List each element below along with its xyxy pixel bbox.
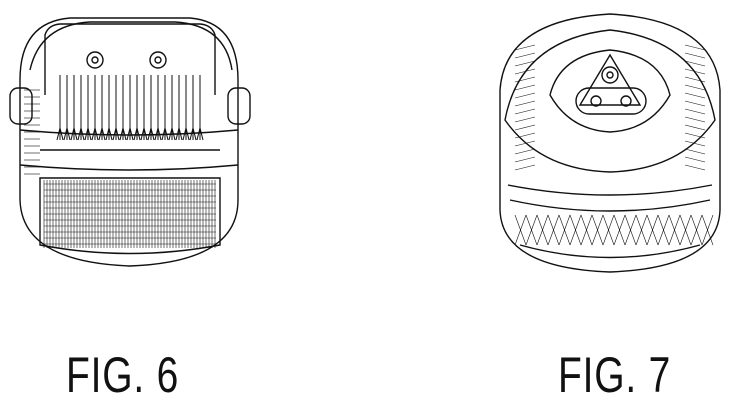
fig7-screw xyxy=(602,67,618,83)
fig6-clip-left xyxy=(10,88,32,124)
fig7-dome-hatch xyxy=(515,53,535,58)
fig7-dome-hatch xyxy=(685,117,705,122)
fig7-dome-hatch xyxy=(515,101,535,106)
fig6-screw-left xyxy=(87,52,103,68)
fig-6-label: FIG. 6 xyxy=(66,345,179,405)
fig7-dome-hatch xyxy=(515,85,535,90)
fig7-dome-hatch xyxy=(515,109,535,114)
fig7-dome-hatch xyxy=(515,165,535,170)
fig7-dome-hatch xyxy=(515,93,535,98)
fig-7-drawing xyxy=(480,0,740,300)
fig7-dome-hatch xyxy=(685,165,705,170)
fig7-dome-hatch xyxy=(685,77,705,82)
fig6-grille xyxy=(40,178,220,254)
fig7-dome-hatch xyxy=(685,157,705,162)
fig7-dome-hatch xyxy=(515,117,535,122)
fig7-dome-hatch xyxy=(685,149,705,154)
fig7-triangle-mount xyxy=(580,55,640,105)
fig7-dome-hatch xyxy=(515,125,535,130)
fig7-dome-hatch xyxy=(515,149,535,154)
fig7-dome-hatch xyxy=(515,157,535,162)
fig7-dome-hatch xyxy=(515,77,535,82)
fig7-dome-hatch xyxy=(685,109,705,114)
fig-6-svg xyxy=(0,0,260,300)
fig-6-drawing xyxy=(0,0,260,300)
fig7-dome-hatch xyxy=(685,93,705,98)
fig7-dome-hatch xyxy=(685,85,705,90)
fig7-dome-hatch xyxy=(685,53,705,58)
fig7-dome-hatch xyxy=(685,125,705,130)
fig7-dome-hatch xyxy=(685,101,705,106)
fig6-screw-right xyxy=(150,52,166,68)
fig-7-label: FIG. 7 xyxy=(558,345,671,405)
fig7-inner-recess xyxy=(550,50,670,132)
fig7-top-dome xyxy=(505,30,715,172)
fig6-clip-right xyxy=(228,88,250,124)
fig7-connector xyxy=(576,88,646,114)
fig-7-svg xyxy=(480,0,740,300)
